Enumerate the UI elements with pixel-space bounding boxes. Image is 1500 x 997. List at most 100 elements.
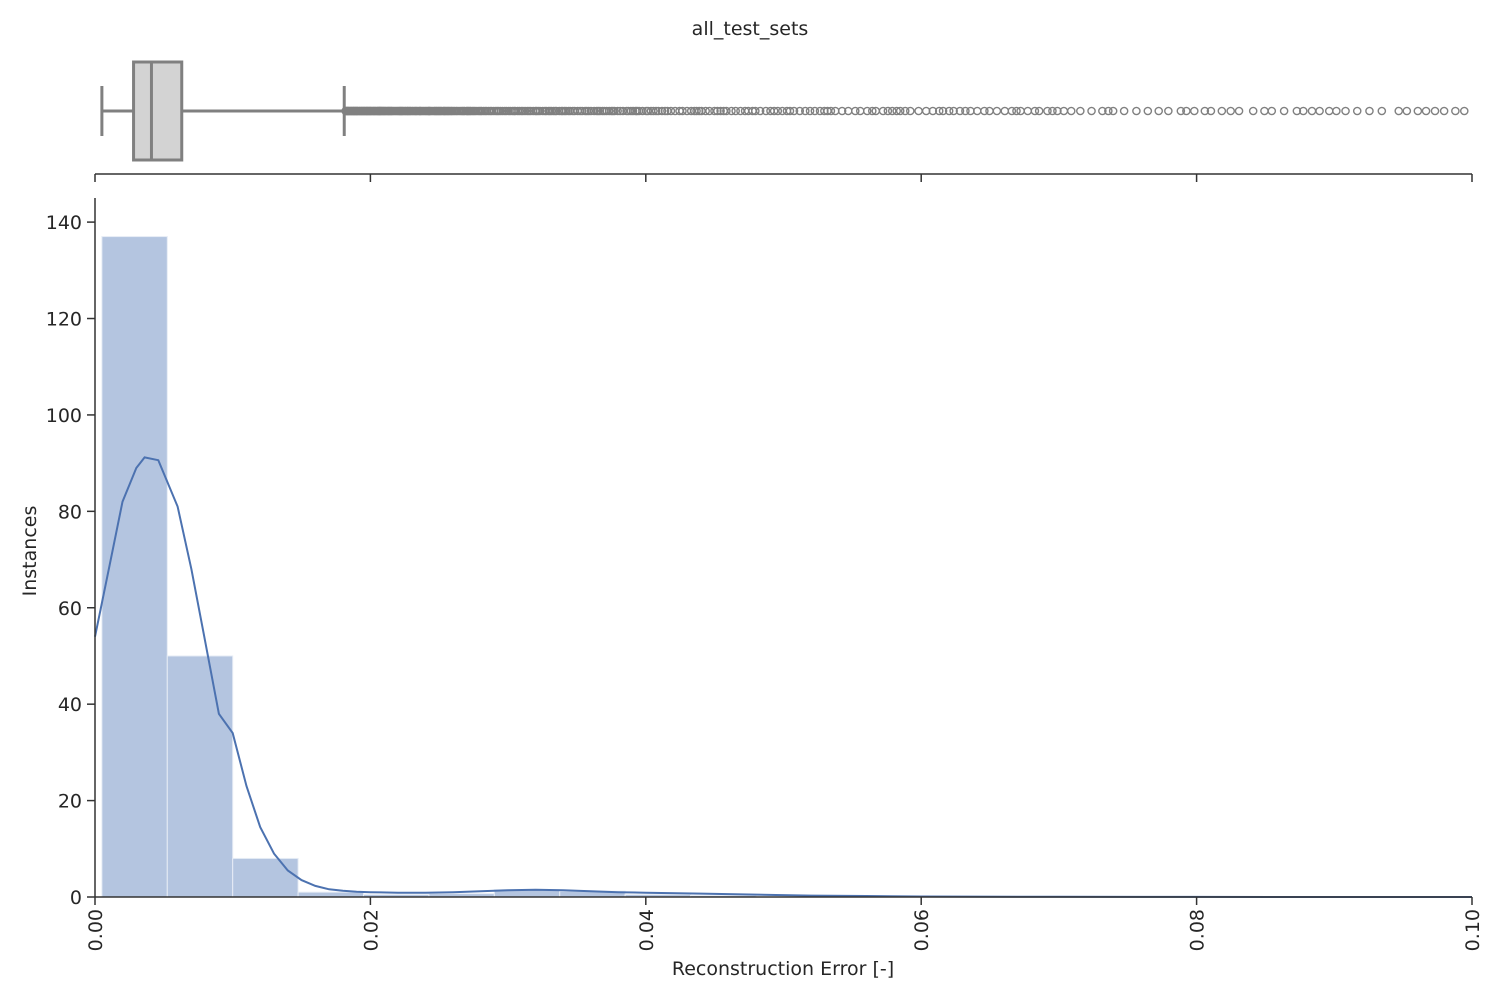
outlier-point <box>1048 106 1057 116</box>
outlier-point <box>992 106 1002 116</box>
outlier-point <box>905 106 915 116</box>
outlier-point <box>769 106 779 116</box>
boxplot-title: all_test_sets <box>692 18 809 40</box>
outlier-point <box>1200 106 1210 116</box>
outlier-group <box>341 106 1469 116</box>
outlier-point <box>649 106 658 116</box>
outlier-point <box>955 106 965 116</box>
outlier-point <box>1341 106 1350 116</box>
outlier-point <box>895 106 905 116</box>
outlier-point <box>867 106 877 116</box>
outlier-point <box>1076 106 1085 116</box>
outlier-point <box>887 106 897 116</box>
x-tick-label: 0.00 <box>85 909 107 951</box>
outlier-point <box>1066 106 1076 116</box>
outlier-point <box>934 106 944 116</box>
outlier-point <box>1119 106 1129 116</box>
outlier-point <box>716 106 725 116</box>
outlier-point <box>552 106 561 116</box>
outlier-point <box>535 106 545 116</box>
outlier-point <box>692 106 701 116</box>
outlier-point <box>1098 106 1107 116</box>
outlier-point <box>1260 106 1269 116</box>
x-axis-label: Reconstruction Error [-] <box>672 958 894 980</box>
histogram-bar <box>232 857 299 898</box>
outlier-point <box>761 106 771 116</box>
outlier-point <box>938 106 948 116</box>
outlier-point <box>1451 106 1460 116</box>
outlier-point <box>731 106 740 116</box>
outlier-point <box>1413 106 1423 116</box>
iqr-box <box>132 60 184 162</box>
outlier-point <box>618 106 628 116</box>
outlier-point <box>1402 106 1412 116</box>
outlier-point <box>1279 106 1289 116</box>
outlier-point <box>805 106 815 116</box>
outlier-point <box>710 106 719 116</box>
outlier-point <box>755 106 765 116</box>
outlier-point <box>800 106 810 116</box>
outlier-point <box>610 106 619 116</box>
outlier-point <box>980 106 989 116</box>
outlier-point <box>1459 106 1469 116</box>
outlier-point <box>1394 106 1404 116</box>
outlier-point <box>1324 106 1334 116</box>
outlier-point <box>1292 106 1302 116</box>
outlier-point <box>1030 106 1040 116</box>
outlier-point <box>837 106 847 116</box>
x-tick-label: 0.08 <box>1187 909 1209 951</box>
outlier-point <box>900 106 910 116</box>
outlier-point <box>1108 106 1118 116</box>
outlier-point <box>1234 106 1244 116</box>
outlier-point <box>1053 106 1062 116</box>
histogram-bar <box>166 655 234 898</box>
outlier-point <box>697 106 706 116</box>
outlier-point <box>713 106 722 116</box>
boxplot-panel <box>94 60 1473 182</box>
x-tick-label: 0.02 <box>360 909 382 951</box>
outlier-point <box>1206 106 1216 116</box>
outlier-point <box>705 106 714 116</box>
y-tick-label: 140 <box>46 212 82 234</box>
outlier-point <box>1421 106 1431 116</box>
outlier-point <box>1267 106 1277 116</box>
outlier-point <box>1023 106 1033 116</box>
outlier-point <box>678 106 687 116</box>
outlier-point <box>1248 106 1258 116</box>
outlier-point <box>1164 106 1173 116</box>
y-tick-label: 100 <box>46 405 82 427</box>
outlier-point <box>855 106 865 116</box>
outlier-point <box>1430 106 1440 116</box>
histogram-panel: 0 20 40 60 80 100 120 140 0.00 0.02 0.04 0.06 0.08 0.… <box>46 198 1484 951</box>
outlier-point <box>1315 106 1324 116</box>
y-tick-label: 40 <box>58 694 82 716</box>
y-tick-label: 0 <box>70 887 82 909</box>
outlier-point <box>589 106 599 116</box>
outlier-point <box>628 106 638 116</box>
outlier-point <box>878 106 888 116</box>
outlier-point <box>1043 106 1052 116</box>
outlier-point <box>1104 106 1113 116</box>
x-tick-label: 0.10 <box>1462 909 1484 951</box>
y-tick-label: 20 <box>58 791 82 813</box>
outlier-point <box>944 106 954 116</box>
outlier-point <box>862 106 872 116</box>
outlier-point <box>1377 106 1387 116</box>
outlier-point <box>660 106 670 116</box>
kde-line <box>94 456 1472 898</box>
outlier-point <box>701 106 710 116</box>
outlier-point <box>1365 106 1374 116</box>
y-tick-label: 60 <box>58 598 82 620</box>
y-tick-label: 120 <box>46 309 82 331</box>
outlier-point <box>1217 106 1227 116</box>
outlier-point <box>1332 106 1341 116</box>
outlier-point <box>1154 106 1164 116</box>
outlier-point <box>1439 106 1449 116</box>
outlier-point <box>773 106 783 116</box>
outlier-point <box>810 106 820 116</box>
outlier-point <box>751 106 760 116</box>
outlier-point <box>1176 106 1186 116</box>
outlier-point <box>826 106 836 116</box>
outlier-point <box>638 106 647 116</box>
